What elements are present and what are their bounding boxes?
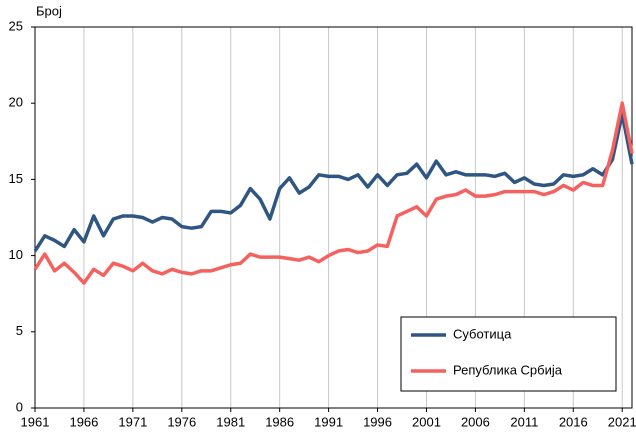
x-tick-label: 1991 [314, 414, 343, 429]
y-tick-label: 10 [9, 247, 23, 262]
y-tick-label: 25 [9, 18, 23, 33]
line-series [33, 101, 634, 285]
x-tick-label: 1976 [167, 414, 196, 429]
x-tick-label: 1961 [21, 414, 50, 429]
x-tick-label: 2006 [461, 414, 490, 429]
x-tick-label: 1981 [216, 414, 245, 429]
plot-frame [34, 26, 633, 409]
y-tick-label: 0 [16, 399, 23, 414]
x-tick-label: 2011 [510, 414, 538, 429]
x-tick-label: 2001 [412, 414, 441, 429]
x-tick-label: 1986 [265, 414, 294, 429]
x-tick-label: 1971 [118, 414, 147, 429]
legend-label: Република Србија [453, 362, 563, 377]
y-tick-label: 5 [16, 323, 23, 338]
y-tick-label: 20 [9, 95, 23, 110]
x-tick-label: 1996 [363, 414, 392, 429]
line-series [33, 112, 634, 252]
legend-label: Суботица [453, 326, 512, 341]
legend-box [400, 316, 617, 392]
x-tick-label: 2021 [608, 414, 636, 429]
y-tick-label: 15 [9, 171, 23, 186]
x-tick-label: 2016 [559, 414, 588, 429]
x-tick-label: 1966 [69, 414, 98, 429]
y-axis-label: Број [36, 3, 62, 18]
